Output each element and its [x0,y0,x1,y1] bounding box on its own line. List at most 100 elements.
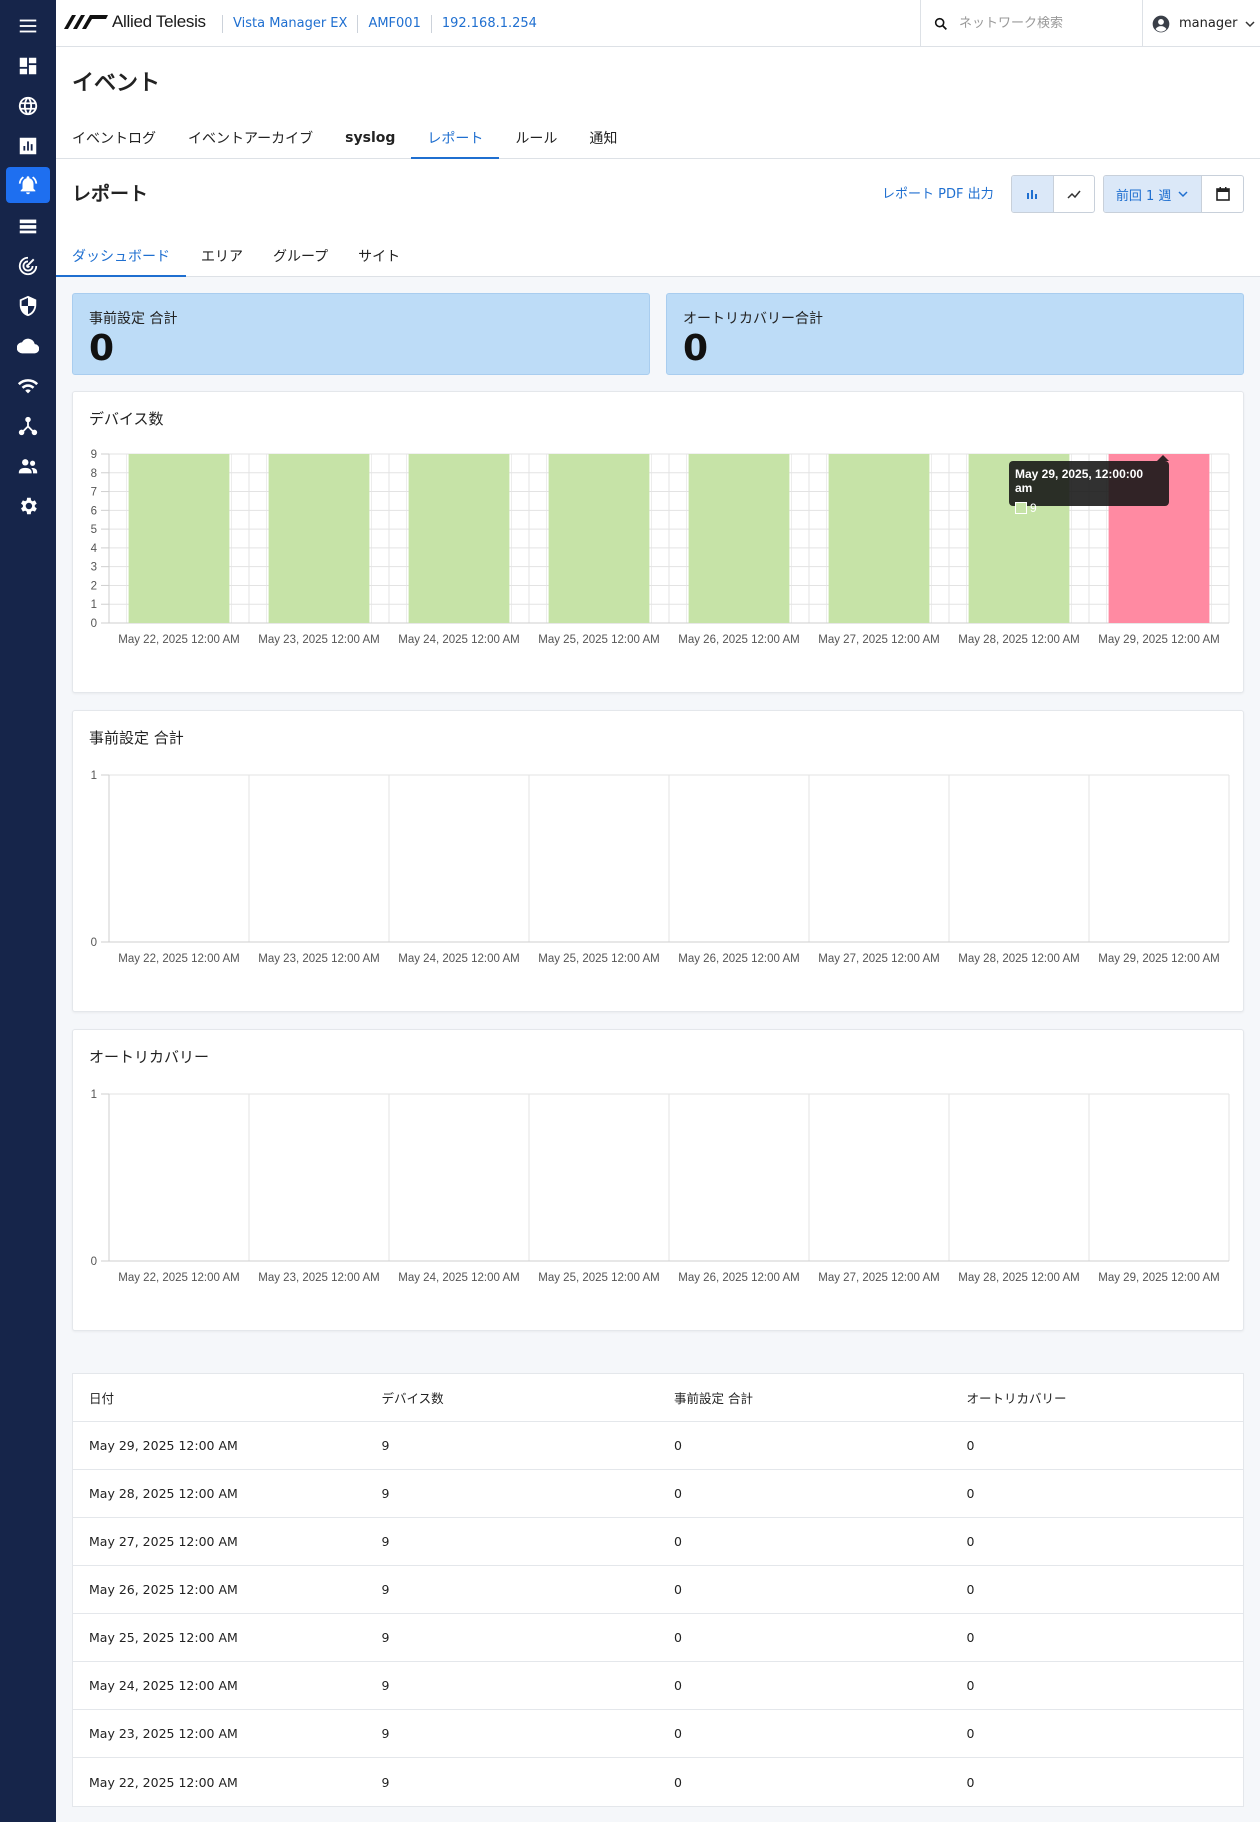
cell-auto-recovery: 0 [966,1438,975,1453]
card-value: 0 [89,328,115,369]
y-tick-label: 7 [91,487,97,499]
tab-site[interactable]: サイト [358,249,401,265]
menu-icon[interactable] [6,8,50,44]
breadcrumb-address[interactable]: 192.168.1.254 [430,14,547,33]
tab-notifications[interactable]: 通知 [589,131,618,147]
x-tick-label: May 26, 2025 12:00 AM [678,1272,799,1284]
x-tick-label: May 22, 2025 12:00 AM [118,1272,239,1284]
brand-name: Allied Telesis [112,12,206,31]
x-tick-label: May 23, 2025 12:00 AM [258,1272,379,1284]
table-row: May 22, 2025 12:00 AM 9 0 0 [73,1758,1243,1806]
y-tick-label: 1 [91,599,97,611]
x-tick-label: May 26, 2025 12:00 AM [678,953,799,965]
header-preset-total[interactable]: 事前設定 合計 [674,1391,753,1406]
line-view-button[interactable] [1052,176,1094,212]
x-tick-label: May 22, 2025 12:00 AM [118,953,239,965]
header-auto-recovery[interactable]: オートリカバリー [966,1391,1067,1406]
x-tick-label: May 25, 2025 12:00 AM [538,953,659,965]
tab-rules[interactable]: ルール [515,131,558,147]
card-label: オートリカバリー合計 [683,311,823,327]
chart-title: デバイス数 [89,410,164,428]
bar-chart-icon[interactable] [6,128,50,164]
search-icon [934,17,947,30]
tab-event-log[interactable]: イベントログ [72,131,156,147]
user-menu[interactable]: manager [1142,0,1260,47]
top-bar: Allied Telesis Vista Manager EX AMF001 1… [56,0,1260,47]
x-tick-label: May 27, 2025 12:00 AM [818,634,939,646]
chart-tooltip: May 29, 2025, 12:00:00 am 9 [1009,455,1169,515]
cell-preset-total: 0 [674,1678,682,1693]
x-tick-label: May 27, 2025 12:00 AM [818,953,939,965]
cell-date: May 22, 2025 12:00 AM [89,1774,238,1790]
y-tick-label: 6 [91,505,97,517]
tooltip-title: May 29, 2025, 12:00:00 am [1015,467,1144,495]
header-date[interactable]: 日付 [89,1391,115,1406]
x-tick-label: May 29, 2025 12:00 AM [1098,1272,1219,1284]
cell-device-count: 9 [381,1534,390,1549]
cloud-icon[interactable] [6,328,50,364]
radar-icon[interactable] [6,248,50,284]
users-icon[interactable] [6,448,50,484]
bar-view-button[interactable] [1012,176,1053,212]
cell-auto-recovery: 0 [966,1726,975,1741]
cell-date: May 28, 2025 12:00 AM [89,1486,238,1501]
tab-report[interactable]: レポート [411,117,500,159]
header-device-count[interactable]: デバイス数 [381,1391,444,1406]
search-input[interactable] [959,16,1129,31]
globe-icon[interactable] [6,88,50,124]
cell-auto-recovery: 0 [966,1630,975,1645]
search-box [920,0,1140,47]
report-subtabs: ダッシュボード エリア グループ サイト [56,235,415,277]
x-tick-label: May 26, 2025 12:00 AM [678,634,799,646]
breadcrumb-network[interactable]: AMF001 [357,14,430,33]
y-tick-label: 0 [91,618,97,630]
tab-dashboard[interactable]: ダッシュボード [56,235,186,277]
topology-icon[interactable] [6,408,50,444]
shield-icon[interactable] [6,288,50,324]
cell-preset-total: 0 [674,1438,682,1453]
trend-line-icon [1067,190,1081,199]
alarm-icon[interactable] [6,167,50,203]
range-select[interactable]: 前回 1 週 [1104,176,1202,212]
bar [548,454,650,623]
tab-syslog[interactable]: syslog [345,130,396,146]
export-pdf-link[interactable]: レポート PDF 出力 [882,187,994,202]
page-title: イベント [72,71,161,96]
dashboard-icon[interactable] [6,48,50,84]
cell-date: May 25, 2025 12:00 AM [89,1630,238,1645]
cell-preset-total: 0 [674,1582,682,1597]
x-tick-label: May 25, 2025 12:00 AM [538,1272,659,1284]
user-name: manager [1179,16,1238,31]
auto-recovery-total-card: オートリカバリー合計 0 [666,293,1244,375]
report-table: 日付 デバイス数 事前設定 合計 オートリカバリー May 29, 2025 1… [72,1373,1244,1807]
preset-total-chart-panel: 事前設定 合計 0 1 May 22, 2025 12:00 AM May 23, 2… [72,710,1244,1012]
breadcrumb-product[interactable]: Vista Manager EX [222,14,357,33]
gear-icon[interactable] [6,488,50,524]
brand-logo[interactable]: Allied Telesis [64,12,206,32]
cell-date: May 27, 2025 12:00 AM [89,1534,238,1549]
table-row: May 23, 2025 12:00 AM 9 0 0 [73,1710,1243,1758]
tab-area[interactable]: エリア [201,249,243,265]
date-range-group: 前回 1 週 [1103,175,1244,213]
auto-recovery-chart-panel: オートリカバリー 0 1 May 22, 2025 12:00 AM May 23, … [72,1029,1244,1331]
chart-view-toggle [1011,175,1095,213]
tooltip-value: 9 [1030,501,1037,515]
cell-auto-recovery: 0 [966,1678,975,1693]
tab-event-archive[interactable]: イベントアーカイブ [188,131,314,147]
list-icon[interactable] [6,208,50,244]
bar [268,454,370,623]
tab-group[interactable]: グループ [273,249,329,265]
cell-device-count: 9 [381,1726,390,1741]
table-row: May 26, 2025 12:00 AM 9 0 0 [73,1566,1243,1614]
bar-chart-icon [1027,190,1038,199]
calendar-button[interactable] [1201,176,1243,212]
chart-title: オートリカバリー [89,1048,210,1066]
x-tick-label: May 24, 2025 12:00 AM [398,953,519,965]
table-row: May 27, 2025 12:00 AM 9 0 0 [73,1518,1243,1566]
cell-preset-total: 0 [674,1630,682,1645]
wifi-icon[interactable] [6,368,50,404]
bar [828,454,930,623]
y-tick-label: 0 [91,1256,97,1268]
cell-device-count: 9 [381,1486,390,1501]
y-tick-label: 3 [91,562,97,574]
